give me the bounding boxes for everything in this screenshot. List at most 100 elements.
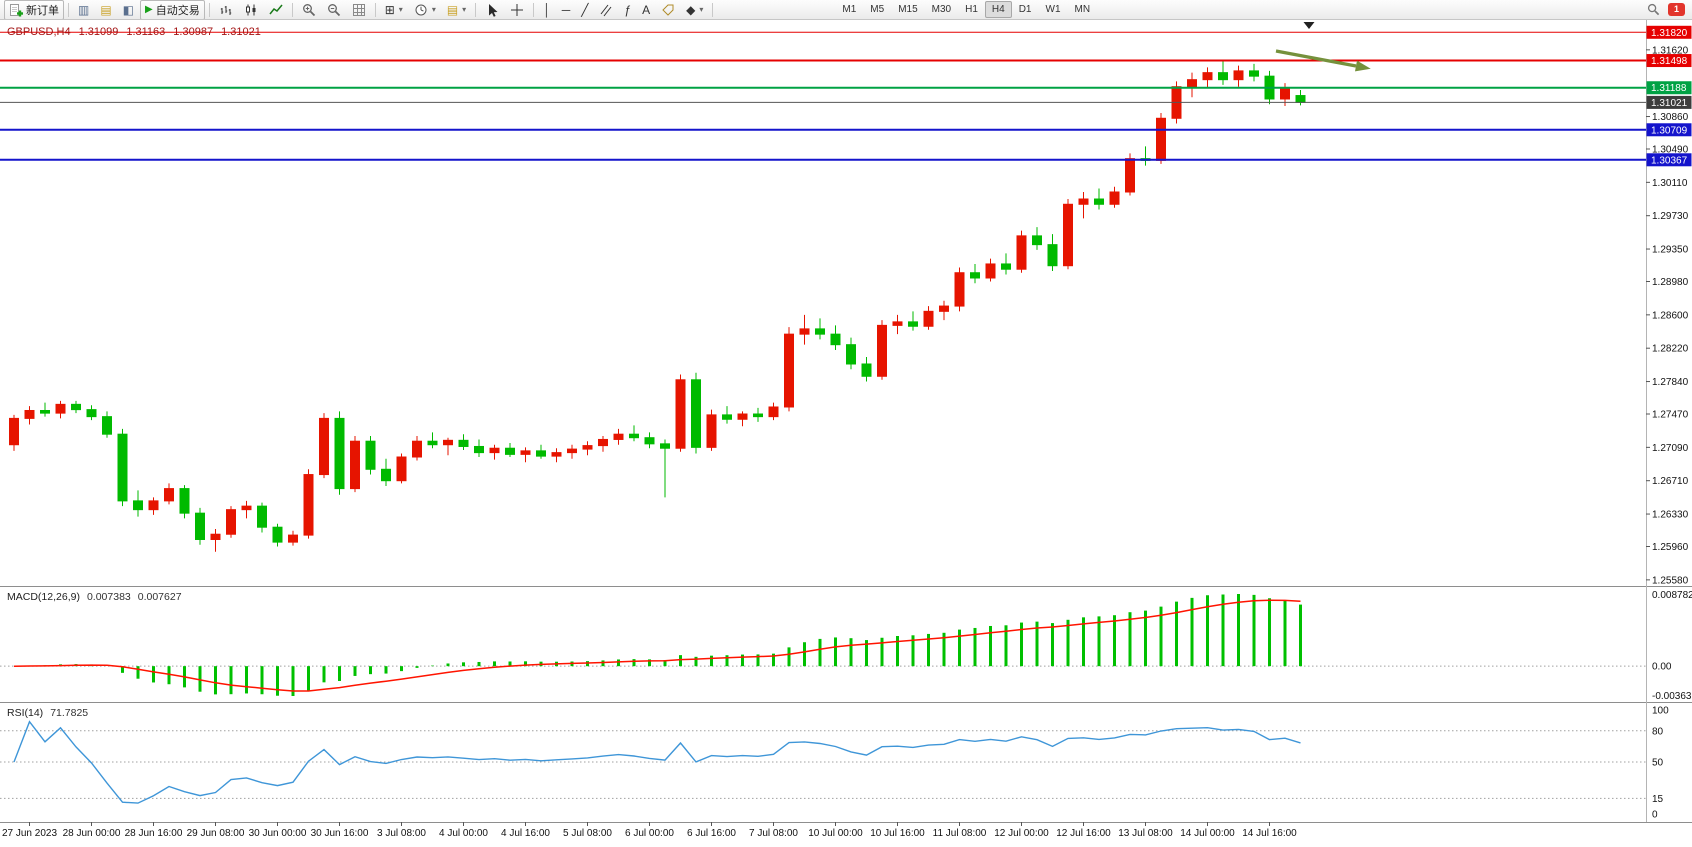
candle-body xyxy=(505,447,515,455)
search-icon[interactable] xyxy=(1647,3,1660,16)
timeframe-button-w1[interactable]: W1 xyxy=(1045,4,1061,15)
toolbar-separator xyxy=(712,2,714,17)
candle-body xyxy=(396,456,407,482)
channel-icon xyxy=(601,4,612,16)
timeframe-button-h4[interactable]: H4 xyxy=(984,1,1012,18)
candle-body xyxy=(1032,235,1042,246)
time-axis-label: 11 Jul 08:00 xyxy=(933,828,987,839)
price-axis-label: 1.29730 xyxy=(1652,211,1689,222)
support-line-upper-badge-label: 1.30709 xyxy=(1651,125,1688,136)
text-button[interactable]: A xyxy=(637,0,655,19)
timeframe-button-m5[interactable]: M5 xyxy=(870,4,885,15)
support-line-upper-badge xyxy=(1646,123,1692,137)
price-axis-label: 1.26330 xyxy=(1652,510,1689,521)
candle-body xyxy=(815,328,825,335)
candle-body xyxy=(55,403,66,414)
candle-body xyxy=(1094,198,1104,205)
data-window-button[interactable]: ◧ xyxy=(118,0,139,19)
time-axis-label: 12 Jul 16:00 xyxy=(1056,828,1111,839)
new-order-button[interactable]: 新订单 xyxy=(4,0,64,19)
candle-body xyxy=(365,440,376,470)
candle-body xyxy=(489,447,500,454)
candle-body xyxy=(1063,203,1073,267)
candle-body xyxy=(164,488,174,502)
timeframe-button-h1[interactable]: H1 xyxy=(965,4,978,15)
new-chart-button[interactable]: ⊞ ▾ xyxy=(380,0,408,19)
cursor-button[interactable] xyxy=(480,0,504,19)
profiles-button[interactable]: ▤ xyxy=(95,0,116,19)
price-axis-label: 1.25580 xyxy=(1652,575,1689,586)
candle-body xyxy=(427,440,438,446)
zoom-in-button[interactable] xyxy=(297,0,321,19)
trendline-button[interactable]: ╱ xyxy=(576,0,593,19)
templates-button[interactable]: ▤ ▾ xyxy=(442,0,471,19)
bar-chart-button[interactable] xyxy=(214,0,238,19)
candle-body xyxy=(598,438,608,447)
notification-badge[interactable]: 1 xyxy=(1667,3,1685,16)
candle-body xyxy=(226,509,236,535)
candle-body xyxy=(1280,87,1290,100)
horizontal-line-button[interactable]: ─ xyxy=(557,0,576,19)
profiles-icon: ▤ xyxy=(100,2,112,17)
candle-body xyxy=(257,505,267,528)
channel-button[interactable] xyxy=(594,0,618,19)
time-axis-label: 10 Jul 16:00 xyxy=(870,828,925,839)
autotrade-button[interactable]: ▶ 自动交易 xyxy=(140,0,205,19)
time-axis-label: 4 Jul 00:00 xyxy=(439,828,488,839)
grid-icon xyxy=(352,3,365,16)
period-button[interactable]: ▾ xyxy=(409,0,441,19)
toolbar-separator xyxy=(291,2,293,17)
price-axis-label: 1.30860 xyxy=(1652,112,1689,123)
grid-button[interactable] xyxy=(347,0,371,19)
candle-body xyxy=(970,272,980,279)
candle-body xyxy=(737,413,748,420)
fibonacci-icon: ƒ xyxy=(624,2,632,17)
timeframe-button-m15[interactable]: M15 xyxy=(898,4,918,15)
bid-price-badge-label: 1.31021 xyxy=(1651,98,1688,109)
candle-body xyxy=(303,474,314,536)
vertical-line-button[interactable]: │ xyxy=(538,0,556,19)
time-axis-label: 13 Jul 08:00 xyxy=(1118,828,1173,839)
crosshair-button[interactable] xyxy=(505,0,529,19)
candle-body xyxy=(1001,263,1011,270)
timeframe-button-mn[interactable]: MN xyxy=(1074,4,1091,15)
candlestick-chart-button[interactable] xyxy=(239,0,263,19)
time-axis-label: 28 Jun 00:00 xyxy=(63,828,121,839)
candle-body xyxy=(210,533,221,540)
object-marker-icon[interactable] xyxy=(1303,22,1315,29)
candle-body xyxy=(1218,72,1228,81)
toolbar-separator xyxy=(475,2,477,17)
price-axis-label: 1.25960 xyxy=(1652,542,1689,553)
rsi-scale-label: 50 xyxy=(1652,758,1664,769)
time-axis-label: 27 Jun 2023 xyxy=(2,828,57,839)
time-axis-label: 14 Jul 00:00 xyxy=(1180,828,1235,839)
candle-body xyxy=(195,512,205,540)
candle-body xyxy=(241,505,252,511)
horizontal-line-icon: ─ xyxy=(561,2,571,17)
zoom-out-button[interactable] xyxy=(322,0,346,19)
trend-arrow-head[interactable] xyxy=(1354,60,1371,72)
data-window-icon: ◧ xyxy=(122,2,135,17)
crosshair-icon xyxy=(511,3,524,16)
candle-body xyxy=(908,321,918,327)
candle-body xyxy=(102,416,112,435)
timeframe-button-m30[interactable]: M30 xyxy=(931,4,952,15)
price-axis-label: 1.30490 xyxy=(1652,144,1689,155)
shapes-button[interactable]: ◆ ▾ xyxy=(681,0,708,19)
timeframe-button-m1[interactable]: M1 xyxy=(842,4,857,15)
new-chart-icon: ⊞ xyxy=(384,2,395,17)
text-label-button[interactable] xyxy=(656,0,680,19)
timeframe-button-d1[interactable]: D1 xyxy=(1018,4,1032,15)
chart-windows-button[interactable]: ▥ xyxy=(73,0,94,19)
trend-arrow[interactable] xyxy=(1275,49,1357,68)
candle-body xyxy=(443,439,453,446)
candle-body xyxy=(40,409,50,414)
candle-body xyxy=(474,445,484,454)
candle-body xyxy=(582,445,593,450)
fibonacci-button[interactable]: ƒ xyxy=(619,0,636,19)
time-axis-label: 12 Jul 00:00 xyxy=(994,828,1049,839)
chart-canvas[interactable]: 1.31620 1.30860 1.30490 1.30110 1.29730 1.293… xyxy=(0,20,1692,847)
line-chart-button[interactable] xyxy=(264,0,288,19)
candle-body xyxy=(830,333,841,346)
